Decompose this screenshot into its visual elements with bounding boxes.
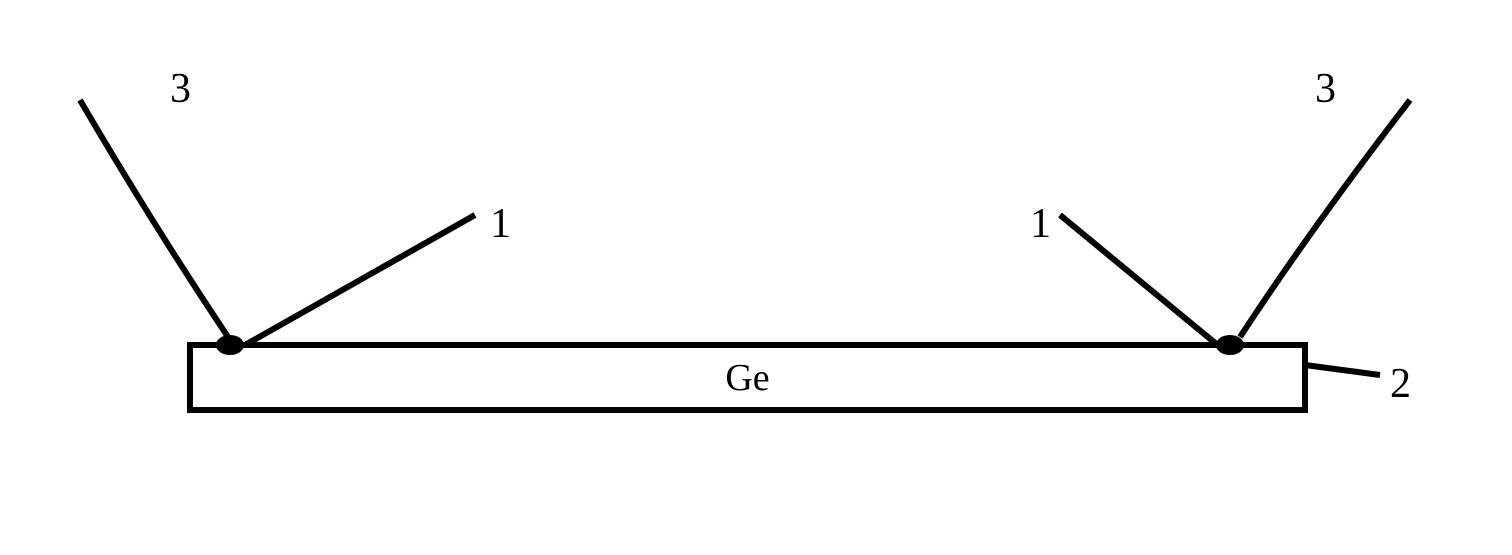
label-1-left: 1 [490,201,511,247]
schematic-diagram: Ge 3 3 1 1 2 [0,0,1512,555]
wire-right [1240,100,1410,337]
substrate-label: Ge [725,357,769,399]
label-1-right: 1 [1030,201,1051,247]
leader-right-1 [1060,215,1220,347]
leader-2 [1305,365,1380,375]
label-3-left: 3 [170,66,191,112]
contact-left [216,335,244,355]
label-2: 2 [1390,361,1411,407]
leader-left-1 [245,215,475,345]
label-3-right: 3 [1315,66,1336,112]
wire-left [80,100,228,337]
